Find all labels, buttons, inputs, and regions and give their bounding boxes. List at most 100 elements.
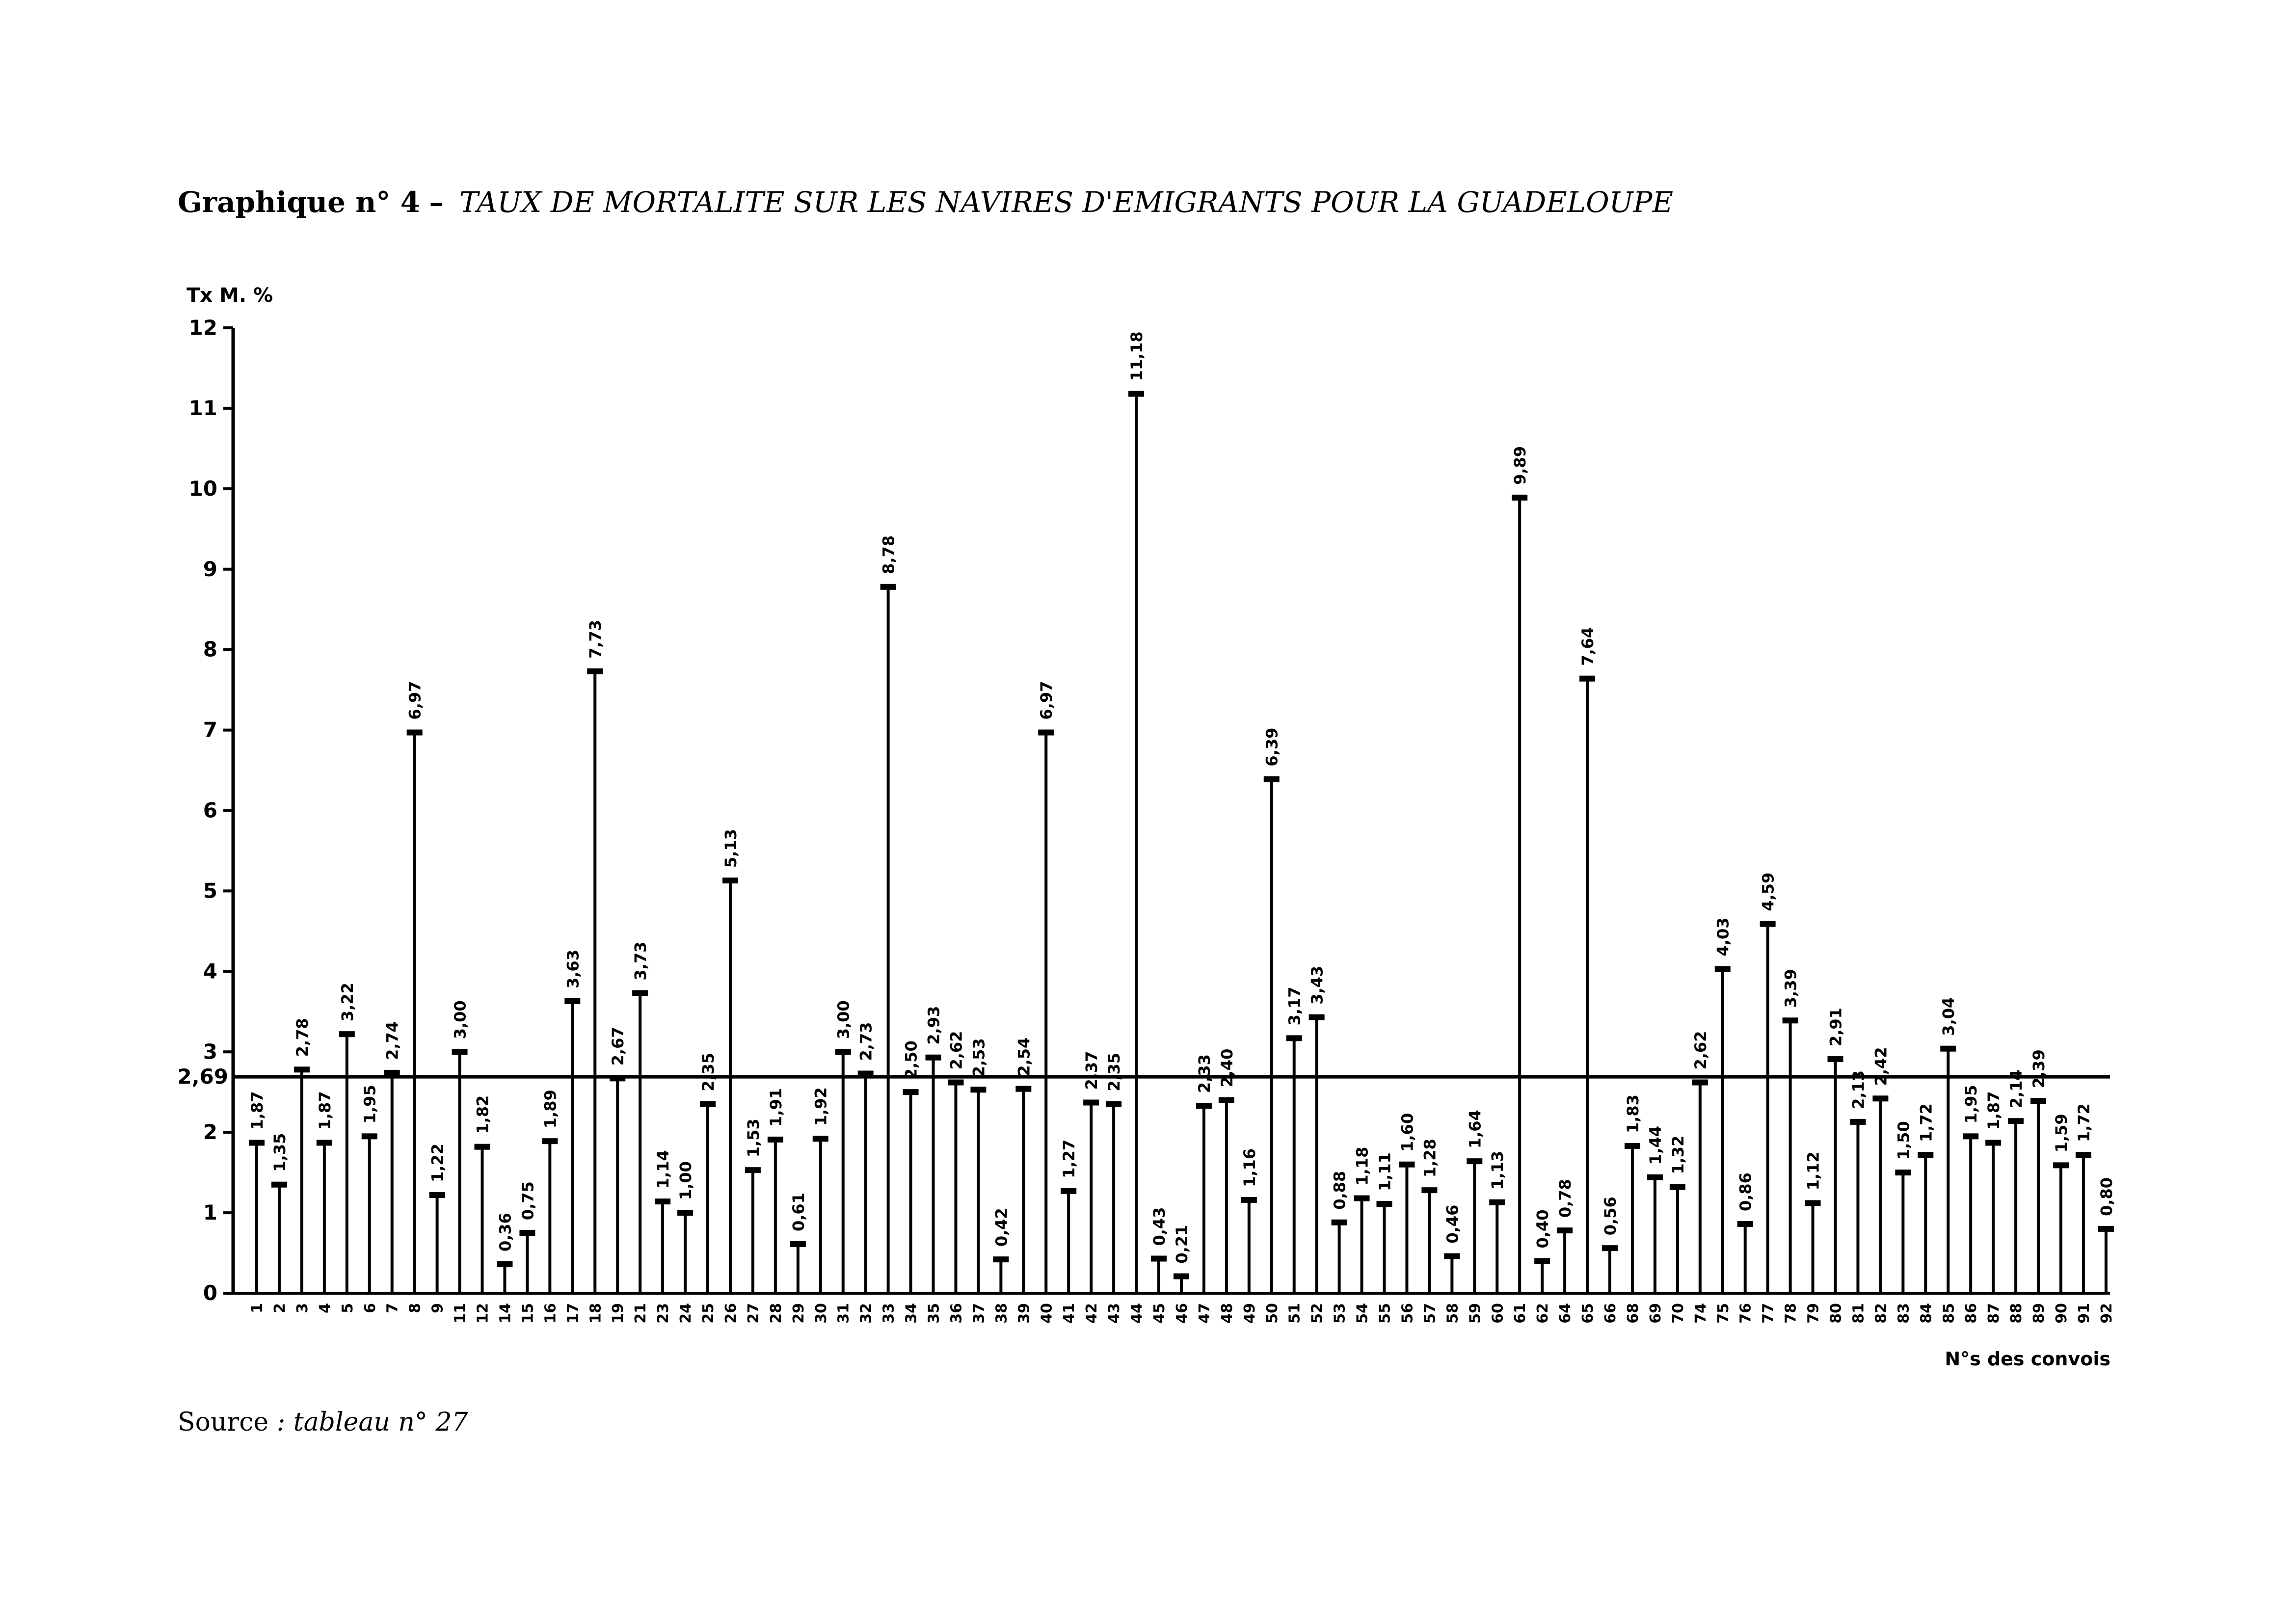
value-label: 3,04 bbox=[1939, 997, 1958, 1036]
stem-cap bbox=[384, 1069, 400, 1076]
stem-cap bbox=[1805, 1200, 1821, 1206]
value-label: 0,36 bbox=[496, 1213, 514, 1251]
x-tick-label: 56 bbox=[1399, 1303, 1416, 1324]
x-tick-label: 1 bbox=[249, 1303, 266, 1313]
value-label: 1,13 bbox=[1488, 1151, 1507, 1190]
title-separator: – bbox=[429, 186, 444, 219]
value-label: 1,87 bbox=[248, 1091, 267, 1130]
stem-cap bbox=[790, 1241, 806, 1248]
y-tick-label: 7 bbox=[203, 718, 217, 742]
value-label: 1,27 bbox=[1060, 1140, 1078, 1178]
x-tick-label: 32 bbox=[858, 1303, 875, 1324]
x-tick-label: 41 bbox=[1061, 1303, 1078, 1324]
value-label: 4,03 bbox=[1714, 917, 1733, 956]
x-tick-label: 2 bbox=[271, 1303, 289, 1313]
x-tick-label: 8 bbox=[407, 1303, 424, 1313]
stem-cap bbox=[1128, 391, 1145, 397]
stem-cap bbox=[1263, 776, 1280, 782]
x-tick-label: 39 bbox=[1015, 1303, 1033, 1324]
stem-cap bbox=[1557, 1227, 1573, 1234]
y-tick-label: 2 bbox=[203, 1120, 217, 1144]
stem-cap bbox=[1782, 1017, 1798, 1024]
value-label: 3,00 bbox=[451, 1000, 470, 1039]
stem-cap bbox=[677, 1210, 694, 1216]
stem-cap bbox=[948, 1079, 964, 1086]
value-label: 2,39 bbox=[2029, 1049, 2048, 1088]
stem-cap bbox=[1850, 1118, 1866, 1125]
stem-cap bbox=[1963, 1133, 1979, 1140]
value-label: 1,16 bbox=[1240, 1148, 1259, 1187]
value-label: 2,62 bbox=[947, 1031, 965, 1070]
stem-cap bbox=[1286, 1035, 1302, 1041]
x-tick-label: 76 bbox=[1737, 1303, 1755, 1324]
x-tick-label: 82 bbox=[1872, 1303, 1890, 1324]
value-label: 3,17 bbox=[1285, 986, 1304, 1025]
value-label: 0,42 bbox=[992, 1208, 1011, 1247]
stem-cap bbox=[1579, 675, 1596, 682]
stem-cap bbox=[1083, 1099, 1099, 1106]
stem-cap bbox=[497, 1261, 513, 1267]
x-tick-label: 6 bbox=[362, 1303, 379, 1313]
x-tick-label: 87 bbox=[1985, 1303, 2002, 1324]
value-label: 2,33 bbox=[1195, 1054, 1214, 1093]
x-tick-label: 61 bbox=[1512, 1303, 1529, 1324]
x-tick-label: 48 bbox=[1219, 1303, 1236, 1324]
x-tick-label: 45 bbox=[1151, 1303, 1168, 1324]
x-tick-label: 51 bbox=[1286, 1303, 1304, 1324]
stem-cap bbox=[1647, 1174, 1663, 1180]
stem-cap bbox=[1669, 1184, 1685, 1190]
stem-cap bbox=[1354, 1195, 1370, 1201]
stem-cap bbox=[1918, 1152, 1934, 1158]
value-label: 6,97 bbox=[406, 681, 425, 720]
x-tick-label: 31 bbox=[835, 1303, 853, 1324]
y-tick-label: 1 bbox=[203, 1200, 217, 1224]
x-tick-label: 28 bbox=[768, 1303, 785, 1324]
x-tick-label: 3 bbox=[294, 1303, 311, 1313]
stem-cap bbox=[1218, 1097, 1234, 1103]
y-tick-label: 10 bbox=[189, 477, 217, 501]
value-label: 2,53 bbox=[969, 1038, 988, 1077]
x-tick-label: 75 bbox=[1715, 1303, 1732, 1324]
value-label: 2,14 bbox=[2007, 1069, 2026, 1108]
x-tick-labels-layer: 1 2 3 4 5 6 7 8 9 11 12 14 15 16 17 18 19 21 23 24 25 26 27 28 2… bbox=[249, 1303, 2115, 1324]
value-label: 1,87 bbox=[316, 1091, 334, 1130]
x-tick-label: 26 bbox=[722, 1303, 740, 1324]
x-tick-label: 74 bbox=[1692, 1303, 1709, 1324]
stem-cap bbox=[2008, 1118, 2024, 1124]
x-tick-label: 53 bbox=[1332, 1303, 1349, 1324]
x-tick-label: 62 bbox=[1534, 1303, 1551, 1324]
value-label: 0,80 bbox=[2097, 1177, 2116, 1216]
stem-cap bbox=[361, 1133, 377, 1140]
value-label: 6,97 bbox=[1037, 681, 1056, 720]
x-tick-label: 91 bbox=[2076, 1303, 2093, 1324]
y-tick-label: 6 bbox=[203, 798, 217, 823]
value-label: 1,89 bbox=[541, 1090, 560, 1128]
value-label: 1,35 bbox=[270, 1133, 289, 1172]
stem-cap bbox=[2030, 1098, 2047, 1104]
x-tick-label: 33 bbox=[881, 1303, 898, 1324]
x-tick-label: 12 bbox=[475, 1303, 492, 1324]
stem-cap bbox=[880, 584, 896, 590]
value-label: 0,46 bbox=[1443, 1205, 1462, 1244]
stem-cap bbox=[271, 1181, 287, 1188]
y-tick-label: 9 bbox=[203, 557, 217, 581]
stem-cap bbox=[745, 1167, 761, 1173]
stem-cap bbox=[1196, 1103, 1212, 1109]
x-tick-label: 54 bbox=[1354, 1303, 1371, 1324]
x-tick-label: 49 bbox=[1241, 1303, 1258, 1324]
x-tick-label: 18 bbox=[587, 1303, 604, 1324]
value-label: 0,21 bbox=[1173, 1225, 1191, 1264]
stem-cap bbox=[587, 668, 603, 674]
value-label: 1,18 bbox=[1353, 1147, 1372, 1186]
value-label: 7,64 bbox=[1578, 627, 1597, 666]
value-label: 2,54 bbox=[1015, 1038, 1033, 1076]
stems-layer bbox=[249, 391, 2114, 1293]
stem-cap bbox=[1737, 1221, 1753, 1227]
x-tick-label: 80 bbox=[1828, 1303, 1845, 1324]
reference-line-label: 2,69 bbox=[177, 1064, 228, 1089]
value-label: 1,22 bbox=[428, 1144, 447, 1182]
stem-cap bbox=[700, 1101, 716, 1107]
x-axis-label: N°s des convois bbox=[1945, 1348, 2110, 1370]
value-label: 0,43 bbox=[1150, 1207, 1169, 1246]
